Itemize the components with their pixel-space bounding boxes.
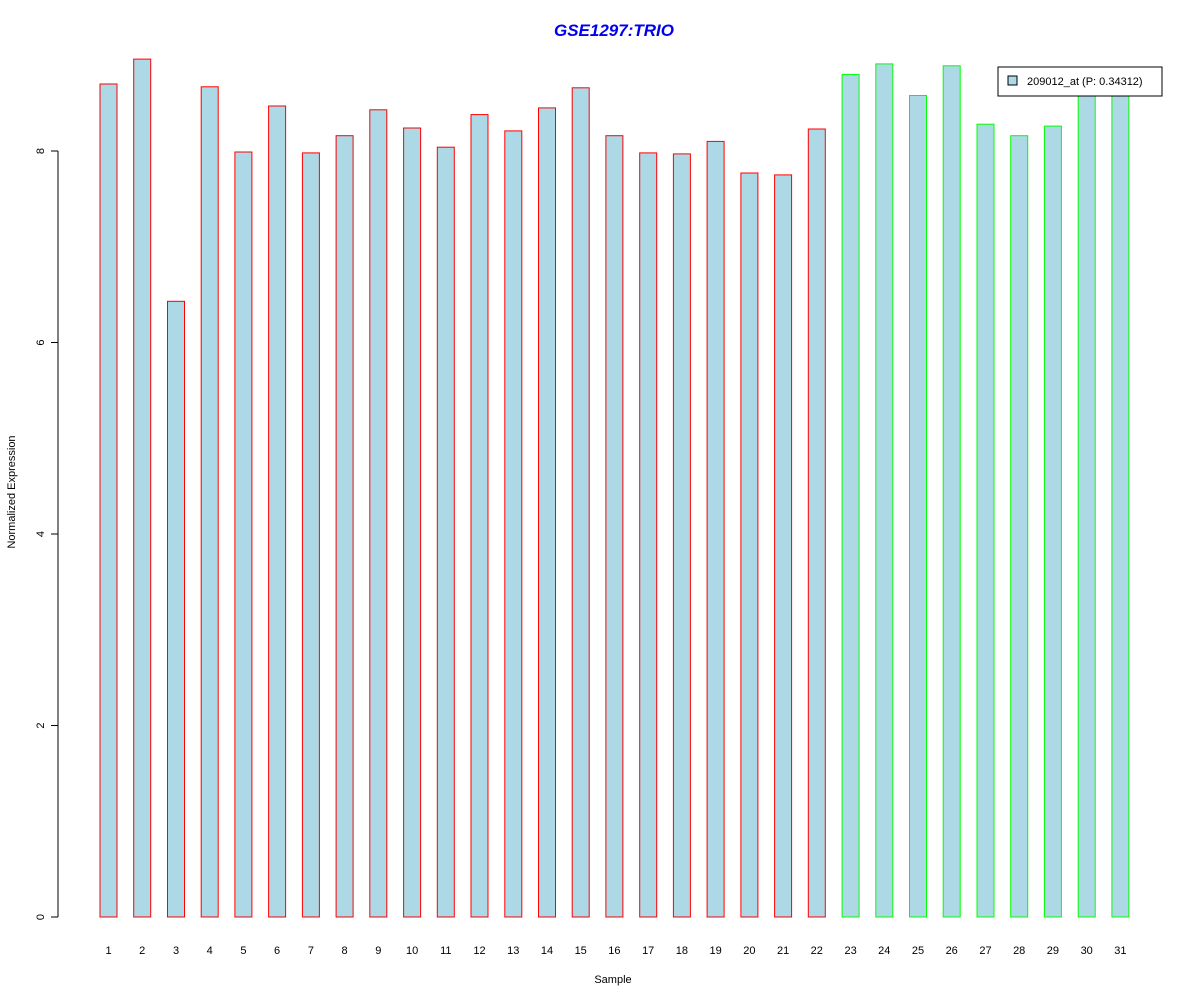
x-tick-label: 31 [1114, 945, 1126, 957]
x-tick-label: 12 [473, 945, 485, 957]
bar-sample-15 [571, 87, 590, 918]
x-tick-label: 15 [575, 945, 587, 957]
x-tick-label: 3 [173, 945, 179, 957]
y-tick-label: 4 [35, 531, 47, 537]
y-tick-label: 0 [35, 914, 47, 920]
x-tick-label: 16 [608, 945, 620, 957]
x-tick-label: 9 [375, 945, 381, 957]
bars [99, 58, 1130, 918]
bar-sample-7 [301, 152, 320, 918]
bar-sample-29 [1043, 125, 1062, 918]
bar-sample-25 [909, 95, 927, 918]
bar-sample-5 [234, 151, 253, 918]
y-tick-label: 6 [35, 339, 47, 345]
x-tick-label: 29 [1047, 945, 1059, 957]
x-tick-label: 6 [274, 945, 280, 957]
x-tick-label: 17 [642, 945, 654, 957]
legend-label: 209012_at (P: 0.34312) [1027, 76, 1143, 88]
bar-sample-22 [807, 128, 826, 918]
bar-sample-30 [1077, 93, 1096, 918]
bar-sample-16 [605, 135, 624, 918]
y-axis: 0 2 4 6 8 [35, 148, 59, 920]
bar-sample-26 [942, 65, 961, 918]
x-tick-label: 20 [743, 945, 755, 957]
bar-sample-10 [403, 127, 422, 918]
x-tick-label: 30 [1081, 945, 1093, 957]
x-tick-label: 27 [979, 945, 991, 957]
bar-sample-21 [774, 174, 793, 918]
x-tick-label: 26 [946, 945, 958, 957]
x-tick-label: 11 [440, 945, 451, 957]
bar-sample-8 [335, 135, 354, 918]
bar-sample-13 [504, 130, 523, 918]
y-tick-label: 8 [35, 148, 47, 154]
bar-sample-28 [1010, 135, 1029, 918]
bar-sample-9 [369, 109, 388, 918]
x-tick-labels: 1 2 3 4 5 6 7 8 9 10 11 12 13 14 15 16 17 18 19 20 21 22 23 24 2… [105, 945, 1126, 957]
bar-sample-23 [841, 73, 860, 918]
x-tick-label: 23 [844, 945, 856, 957]
x-tick-label: 25 [912, 945, 924, 957]
x-tick-label: 7 [308, 945, 314, 957]
x-tick-label: 22 [811, 945, 823, 957]
x-tick-label: 21 [777, 945, 789, 957]
bar-sample-11 [436, 146, 455, 918]
bar-sample-19 [706, 140, 725, 918]
x-tick-label: 24 [878, 945, 890, 957]
bar-sample-27 [976, 123, 995, 918]
bar-sample-20 [740, 172, 759, 918]
legend: 209012_at (P: 0.34312) [997, 66, 1163, 97]
bar-sample-4 [200, 86, 219, 918]
x-tick-label: 4 [207, 945, 213, 957]
x-tick-label: 8 [342, 945, 348, 957]
x-tick-label: 2 [139, 945, 145, 957]
y-axis-label: Normalized Expression [6, 435, 18, 548]
x-tick-label: 28 [1013, 945, 1025, 957]
bar-sample-3 [167, 300, 185, 918]
bar-sample-18 [672, 153, 691, 918]
bar-sample-1 [99, 83, 118, 918]
bar-sample-6 [268, 105, 287, 918]
bar-sample-24 [875, 63, 894, 918]
x-tick-label: 19 [709, 945, 721, 957]
bar-sample-2 [133, 58, 152, 918]
x-tick-label: 13 [507, 945, 519, 957]
x-axis-label: Sample [594, 974, 631, 986]
bar-sample-17 [639, 152, 658, 918]
bar-sample-14 [538, 107, 556, 918]
x-tick-label: 5 [240, 945, 246, 957]
chart-title: GSE1297:TRIO [554, 21, 674, 40]
x-tick-label: 18 [676, 945, 688, 957]
x-tick-label: 14 [541, 945, 553, 957]
x-tick-label: 1 [105, 945, 111, 957]
y-tick-label: 2 [35, 722, 47, 728]
bar-sample-12 [470, 114, 489, 918]
legend-swatch [1007, 75, 1018, 86]
legend-box [997, 66, 1163, 97]
bar-sample-31 [1111, 93, 1130, 918]
x-tick-label: 10 [406, 945, 418, 957]
